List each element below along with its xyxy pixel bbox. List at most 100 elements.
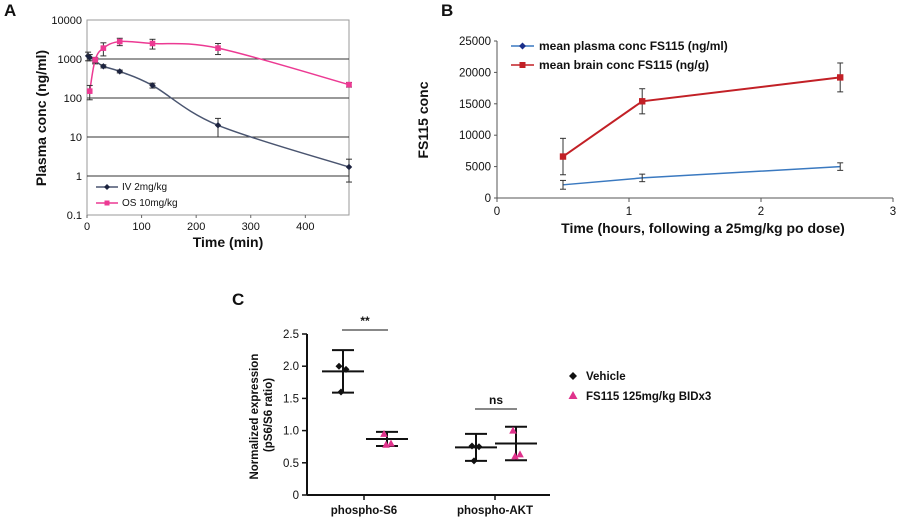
chart-a: 0.1 1 10 100 1000 10000 0 100 200 300 400 Time (m… xyxy=(33,15,353,250)
legend-b-plasma-marker xyxy=(519,42,526,50)
chart-a-x-tick-label: 0 xyxy=(84,221,90,233)
chart-a-point-os xyxy=(215,45,221,51)
chart-a-point-iv xyxy=(345,163,353,171)
chart-a-y-tick-label: 1000 xyxy=(58,54,82,66)
legend-a-os-label: OS 10mg/kg xyxy=(122,198,178,209)
chart-b-y-ticks: 0 5000 10000 15000 20000 25000 xyxy=(459,36,497,205)
panel-letter-a: A xyxy=(4,1,16,20)
chart-c-point-vehicle xyxy=(335,362,343,370)
chart-c-y-tick-label: 1.0 xyxy=(283,426,299,438)
chart-b-y-tick-label: 25000 xyxy=(459,36,491,48)
chart-c-y-tick-label: 2.5 xyxy=(283,329,299,341)
chart-a-point-iv xyxy=(214,122,222,129)
chart-c-point-fs115 xyxy=(516,450,524,458)
chart-b-x-ticks: 0 1 2 3 xyxy=(494,198,896,218)
chart-a-y-ticks: 0.1 1 10 100 1000 10000 xyxy=(51,15,82,222)
chart-b-x-tick-label: 0 xyxy=(494,206,500,218)
chart-a-point-os xyxy=(92,57,98,63)
chart-c-point-fs115 xyxy=(511,452,519,460)
chart-c: 0 0.5 1.0 1.5 2.0 2.5 phospho-S6 phospho-AKT *… xyxy=(249,314,711,517)
chart-c-y-tick-label: 0 xyxy=(293,490,299,502)
chart-c-legend: Vehicle FS115 125mg/kg BIDx3 xyxy=(568,371,711,403)
chart-b-y-label: FS115 conc xyxy=(415,81,431,158)
chart-c-categories: phospho-S6 phospho-AKT xyxy=(331,495,533,517)
chart-c-point-fs115 xyxy=(509,426,517,434)
chart-c-point-fs115 xyxy=(382,440,390,448)
chart-a-y-label: Plasma conc (ng/ml) xyxy=(33,50,49,186)
chart-b-line-0 xyxy=(562,165,841,186)
chart-b: 0 5000 10000 15000 20000 25000 0 1 2 3 Time (hou… xyxy=(415,36,896,236)
chart-c-point-vehicle xyxy=(475,443,483,451)
chart-c-significance: ** ns xyxy=(342,314,517,410)
chart-c-point-fs115 xyxy=(380,429,388,437)
chart-a-x-ticks: 0 100 200 300 400 xyxy=(84,215,315,233)
chart-b-point-brain xyxy=(837,74,844,81)
chart-b-y-tick-label: 20000 xyxy=(459,67,491,79)
legend-b-brain-label: mean brain conc FS115 (ng/g) xyxy=(539,58,709,72)
chart-a-x-tick-label: 100 xyxy=(132,221,150,233)
chart-a-point-os xyxy=(116,38,123,45)
chart-a-point-iv xyxy=(100,63,107,70)
chart-b-series xyxy=(559,62,844,190)
chart-c-y-label-line2: (pS6/S6 ratio) xyxy=(263,378,275,452)
chart-c-significance-label: ns xyxy=(489,393,503,407)
chart-a-x-tick-label: 400 xyxy=(296,221,314,233)
chart-c-category-label: phospho-S6 xyxy=(331,505,397,517)
chart-c-y-tick-label: 1.5 xyxy=(283,393,299,405)
chart-b-line-1 xyxy=(562,76,841,158)
chart-a-point-os xyxy=(86,88,93,94)
chart-c-y-ticks: 0 0.5 1.0 1.5 2.0 2.5 xyxy=(283,329,307,502)
chart-c-point-fs115 xyxy=(387,439,395,447)
chart-a-point-os xyxy=(346,81,352,88)
chart-c-y-tick-label: 2.0 xyxy=(283,361,299,373)
legend-b-plasma-label: mean plasma conc FS115 (ng/ml) xyxy=(539,39,728,53)
chart-a-y-tick-label: 100 xyxy=(64,93,82,105)
panel-letter-c: C xyxy=(232,290,244,309)
panel-letter-b: B xyxy=(441,1,453,20)
chart-b-point-brain xyxy=(639,98,646,105)
legend-c-vehicle-marker xyxy=(569,372,577,380)
chart-a-y-tick-label: 0.1 xyxy=(67,210,82,222)
chart-c-series xyxy=(322,349,537,465)
chart-a-series xyxy=(84,37,353,183)
chart-a-y-tick-label: 1 xyxy=(76,171,82,183)
chart-b-y-tick-label: 0 xyxy=(485,193,491,205)
chart-b-y-tick-label: 15000 xyxy=(459,99,491,111)
chart-c-significance-label: ** xyxy=(360,314,370,328)
chart-b-x-label: Time (hours, following a 25mg/kg po dose… xyxy=(561,220,845,236)
chart-a-legend: IV 2mg/kg OS 10mg/kg xyxy=(96,182,178,209)
chart-a-x-label: Time (min) xyxy=(193,234,264,250)
chart-a-point-iv xyxy=(149,82,156,89)
legend-c-fs115-label: FS115 125mg/kg BIDx3 xyxy=(586,391,711,403)
chart-b-legend: mean plasma conc FS115 (ng/ml) mean brai… xyxy=(511,39,728,72)
chart-a-y-tick-label: 10 xyxy=(70,132,82,144)
legend-c-vehicle-label: Vehicle xyxy=(586,371,626,383)
chart-b-x-tick-label: 3 xyxy=(890,206,896,218)
chart-b-x-tick-label: 2 xyxy=(758,206,764,218)
chart-c-point-vehicle xyxy=(337,388,345,396)
legend-b-brain-marker xyxy=(519,62,526,68)
chart-a-point-os xyxy=(149,40,156,47)
chart-a-point-iv xyxy=(116,68,123,75)
chart-a-point-iv xyxy=(86,54,93,61)
chart-c-point-vehicle xyxy=(342,365,350,373)
legend-c-fs115-marker xyxy=(568,391,578,399)
chart-c-point-vehicle xyxy=(470,457,478,465)
chart-b-point-brain xyxy=(559,153,567,160)
legend-a-iv-marker xyxy=(104,184,110,190)
chart-b-x-tick-label: 1 xyxy=(626,206,632,218)
chart-a-x-tick-label: 300 xyxy=(242,221,260,233)
chart-a-x-tick-label: 200 xyxy=(187,221,205,233)
chart-c-y-label: Normalized expression (pS6/S6 ratio) xyxy=(249,350,275,479)
chart-b-y-tick-label: 10000 xyxy=(459,130,491,142)
chart-a-point-os xyxy=(100,45,107,51)
chart-a-y-tick-label: 10000 xyxy=(51,15,82,27)
chart-c-point-vehicle xyxy=(468,442,476,450)
chart-c-y-tick-label: 0.5 xyxy=(283,458,299,470)
legend-a-os-marker xyxy=(104,200,110,206)
chart-b-y-tick-label: 5000 xyxy=(465,162,491,174)
chart-c-y-label-line1: Normalized expression xyxy=(249,354,261,480)
legend-a-iv-label: IV 2mg/kg xyxy=(122,182,167,193)
chart-c-category-label: phospho-AKT xyxy=(457,505,533,517)
